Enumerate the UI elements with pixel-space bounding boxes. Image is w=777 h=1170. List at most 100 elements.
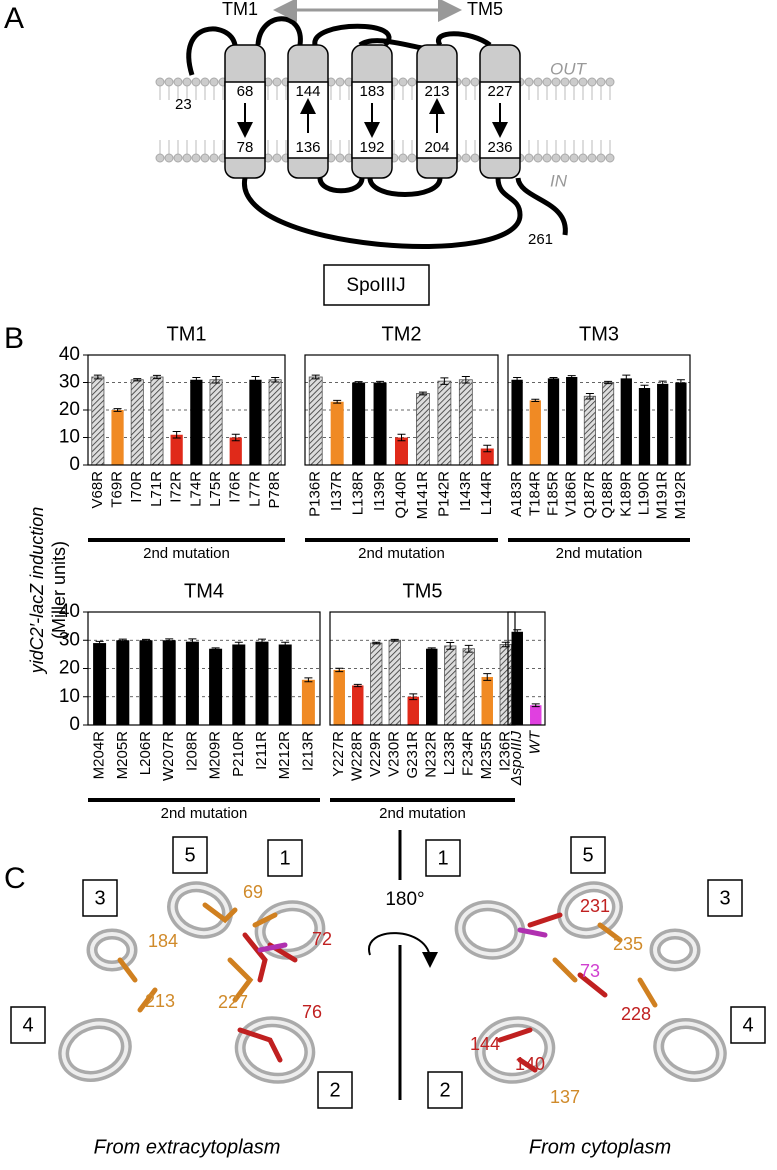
lipid-head bbox=[560, 153, 570, 163]
bar bbox=[352, 685, 364, 725]
chart-title: TM1 bbox=[167, 323, 207, 345]
caption: From extracytoplasm bbox=[94, 1136, 281, 1158]
y-tick-label: 20 bbox=[59, 658, 80, 679]
helix-number: 4 bbox=[742, 1014, 753, 1036]
x-tick-label: V68R bbox=[89, 471, 106, 509]
error-bar bbox=[234, 641, 243, 648]
helix-ribbon-edge bbox=[478, 1019, 552, 1081]
lipid-head bbox=[542, 153, 552, 163]
helix-box bbox=[427, 1071, 463, 1109]
error-bar bbox=[549, 377, 558, 380]
lipid-head bbox=[272, 153, 282, 163]
side-chain bbox=[497, 1027, 533, 1043]
bar bbox=[511, 631, 523, 725]
error-bar bbox=[390, 638, 399, 642]
bar bbox=[93, 643, 107, 725]
y-label: yidC2′-lacZ induction bbox=[27, 507, 47, 675]
side-chain bbox=[552, 957, 578, 983]
side-chain bbox=[117, 957, 138, 983]
plot-frame bbox=[87, 611, 321, 726]
residue: 213 bbox=[424, 83, 449, 100]
residue-label: 73 bbox=[580, 961, 600, 981]
side-chain bbox=[517, 1057, 538, 1073]
residue-label: 213 bbox=[145, 991, 175, 1011]
x-label: 2nd mutation bbox=[358, 545, 445, 562]
side-chain bbox=[527, 912, 563, 928]
helix-number: 4 bbox=[22, 1014, 33, 1036]
error-bar bbox=[464, 644, 473, 653]
x-tick-label: I76R bbox=[227, 471, 244, 503]
lipid-head bbox=[164, 153, 174, 163]
lipid-head bbox=[191, 153, 201, 163]
error-bar bbox=[93, 374, 102, 380]
bar bbox=[249, 379, 262, 465]
error-bar bbox=[211, 647, 220, 651]
x-tick-label: M191R bbox=[654, 471, 671, 520]
rotation-arrow bbox=[368, 932, 438, 968]
helix-number: 3 bbox=[94, 887, 105, 909]
error-bar bbox=[271, 377, 280, 383]
y-tick-label: 0 bbox=[69, 454, 80, 475]
bar bbox=[229, 437, 242, 465]
lipid-head bbox=[461, 153, 471, 163]
x-tick-label: ΔspoIIIJ bbox=[508, 731, 525, 787]
x-tick-label: M212R bbox=[276, 731, 293, 780]
lipid-head bbox=[605, 77, 615, 87]
chart-title: TM3 bbox=[579, 323, 619, 345]
bar bbox=[566, 377, 578, 465]
x-label: 2nd mutation bbox=[379, 805, 466, 822]
x-tick-label: I211R bbox=[253, 731, 270, 770]
bar bbox=[139, 640, 153, 725]
bar bbox=[388, 639, 401, 726]
x-tick-label: G231R bbox=[404, 731, 421, 779]
helix-ribbon-edge bbox=[458, 903, 522, 957]
side-chain bbox=[637, 977, 658, 1008]
helix-box bbox=[172, 836, 208, 874]
helix-core bbox=[224, 81, 266, 159]
bar bbox=[333, 669, 345, 725]
residue-label: 184 bbox=[148, 931, 178, 951]
helix-number: 5 bbox=[184, 844, 195, 866]
residue: 192 bbox=[359, 139, 384, 156]
helix-ribbon-edge bbox=[656, 1021, 724, 1079]
lipid-head bbox=[191, 77, 201, 87]
error-bar bbox=[192, 377, 201, 383]
residue: 236 bbox=[487, 139, 512, 156]
x-tick-label: L74R bbox=[187, 471, 204, 507]
lipid-head bbox=[524, 153, 534, 163]
residue: 136 bbox=[295, 139, 320, 156]
error-bar bbox=[258, 638, 266, 645]
x-tick-label: I143R bbox=[457, 471, 474, 511]
helix-ribbon-edge bbox=[258, 903, 322, 957]
error-bar bbox=[418, 391, 427, 396]
lipid-head bbox=[200, 153, 210, 163]
bar bbox=[395, 437, 408, 465]
x-tick-label: P136R bbox=[307, 471, 324, 517]
tm-label: TM1 bbox=[222, 0, 258, 19]
bar bbox=[511, 379, 523, 465]
bar bbox=[481, 676, 493, 725]
x-tick-label: Q187R bbox=[581, 471, 598, 519]
bar bbox=[268, 379, 282, 466]
bar bbox=[620, 378, 632, 465]
rotation: 180° bbox=[385, 889, 424, 910]
bar bbox=[116, 640, 130, 725]
bar bbox=[162, 640, 176, 725]
error-bar bbox=[231, 433, 240, 442]
plot-frame bbox=[507, 354, 691, 466]
lipid-head bbox=[173, 153, 183, 163]
panel-label: C bbox=[4, 862, 26, 895]
x-tick-label: W207R bbox=[160, 731, 177, 781]
lipid-head bbox=[560, 77, 570, 87]
side-chain bbox=[237, 1027, 283, 1063]
lipid-head bbox=[173, 77, 183, 87]
x-tick-label: Q188R bbox=[599, 471, 616, 519]
helix-box bbox=[730, 1006, 766, 1044]
panel-label: B bbox=[4, 322, 24, 355]
error-bar bbox=[531, 703, 540, 708]
error-bar bbox=[446, 642, 455, 650]
lipid-head bbox=[596, 153, 606, 163]
bar bbox=[458, 379, 473, 466]
residue: 204 bbox=[424, 139, 449, 156]
lipid-head bbox=[587, 153, 597, 163]
